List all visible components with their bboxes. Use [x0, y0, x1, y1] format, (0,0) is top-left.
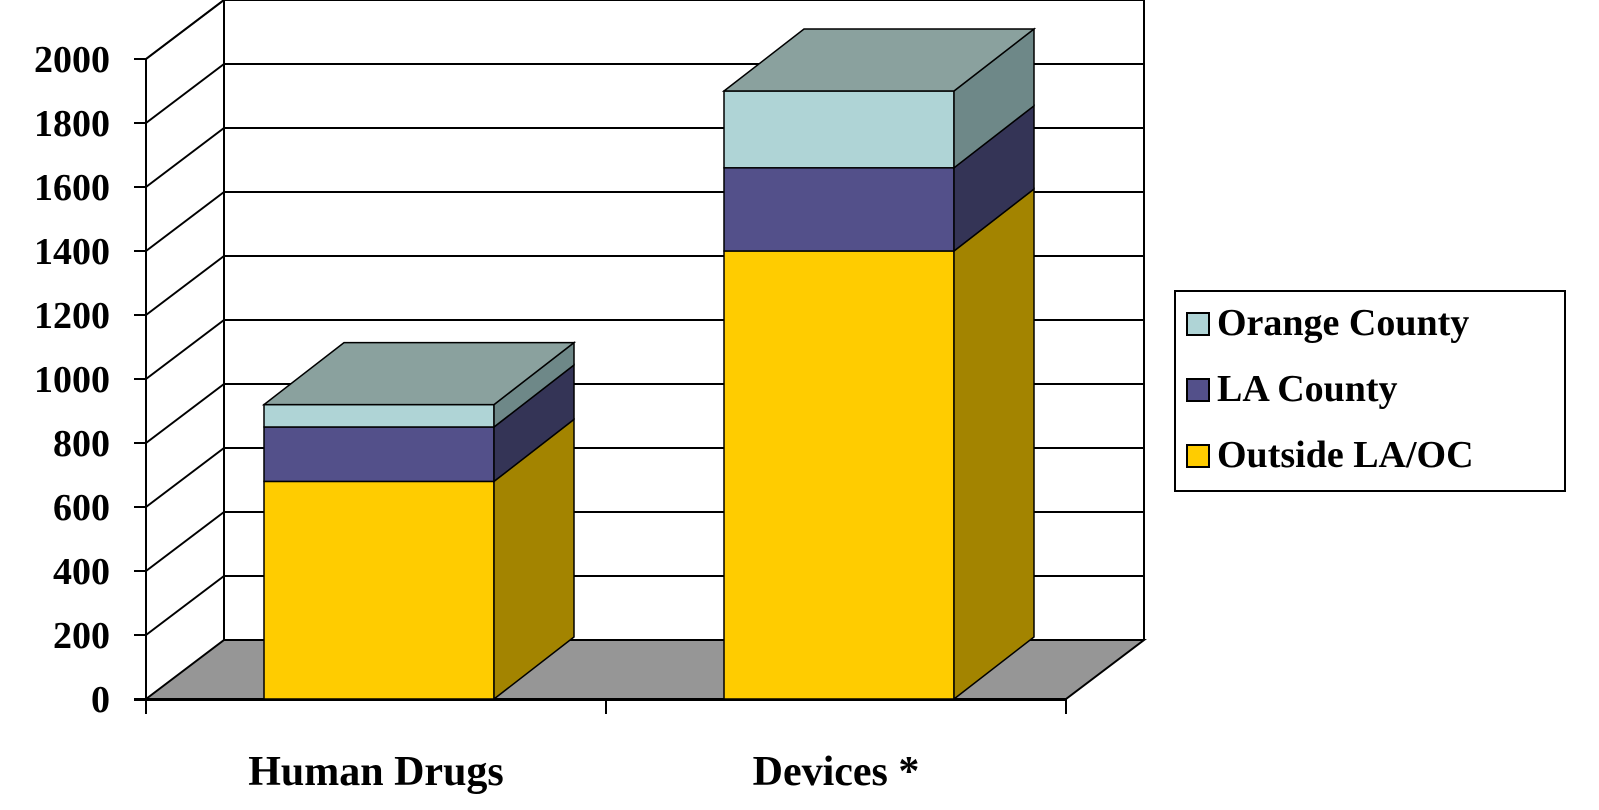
gridline-side: [145, 447, 225, 508]
bar-devices-outside-la-oc-side: [953, 187, 1035, 701]
legend-label-outside-la-oc: Outside LA/OC: [1217, 434, 1474, 476]
y-tick-label: 1800: [34, 103, 110, 145]
y-tick-label: 0: [91, 679, 110, 721]
y-tick-labels: 0 200 400 600 800 1000 1200 1400 1600 1800 2000: [34, 39, 110, 721]
y-tick-label: 400: [53, 551, 110, 593]
legend-swatch-la-county: [1186, 378, 1210, 402]
y-tick-label: 600: [53, 487, 110, 529]
y-tick-label: 1600: [34, 167, 110, 209]
legend-label-orange-county: Orange County: [1217, 302, 1469, 344]
axes: [134, 0, 1145, 714]
y-tick-label: 2000: [34, 39, 110, 81]
bar-human-drugs-outside-la-oc-front: [263, 480, 495, 700]
bar-devices-la-county-front: [723, 167, 955, 252]
gridline-side: [145, 511, 225, 572]
legend-label-la-county: LA County: [1217, 368, 1398, 410]
gridline-side: [145, 575, 225, 636]
bar-human-drugs-orange-county-front: [263, 403, 495, 428]
gridline-side: [145, 383, 225, 444]
legend-swatch-orange-county: [1186, 312, 1210, 336]
bar-human-drugs-orange-county-top: [261, 341, 577, 406]
y-tick-label: 800: [53, 423, 110, 465]
legend-swatch-outside-la-oc: [1186, 444, 1210, 468]
gridline-side: [145, 319, 225, 380]
bars: [261, 27, 1037, 701]
gridline-side: [145, 63, 225, 124]
bar-devices-orange-county-top: [721, 28, 1037, 92]
y-tick-label: 1400: [34, 231, 110, 273]
category-label: Human Drugs: [248, 749, 504, 795]
bar-human-drugs-la-county-front: [263, 426, 495, 483]
y-tick-label: 1200: [34, 295, 110, 337]
bar-devices-outside-la-oc-front: [723, 250, 955, 700]
y-tick-label: 1000: [34, 359, 110, 401]
gridline-side: [145, 127, 225, 188]
side-wall-top-edge: [145, 0, 225, 60]
category-labels: Human Drugs Devices *: [248, 749, 919, 795]
bar-devices-orange-county-front: [723, 90, 955, 169]
gridline-side: [145, 191, 225, 252]
gridline-side: [145, 255, 225, 316]
y-tick-label: 200: [53, 615, 110, 657]
category-label: Devices *: [753, 749, 920, 795]
legend: Orange County LA County Outside LA/OC: [1174, 290, 1566, 492]
legend-box: [1174, 290, 1566, 492]
